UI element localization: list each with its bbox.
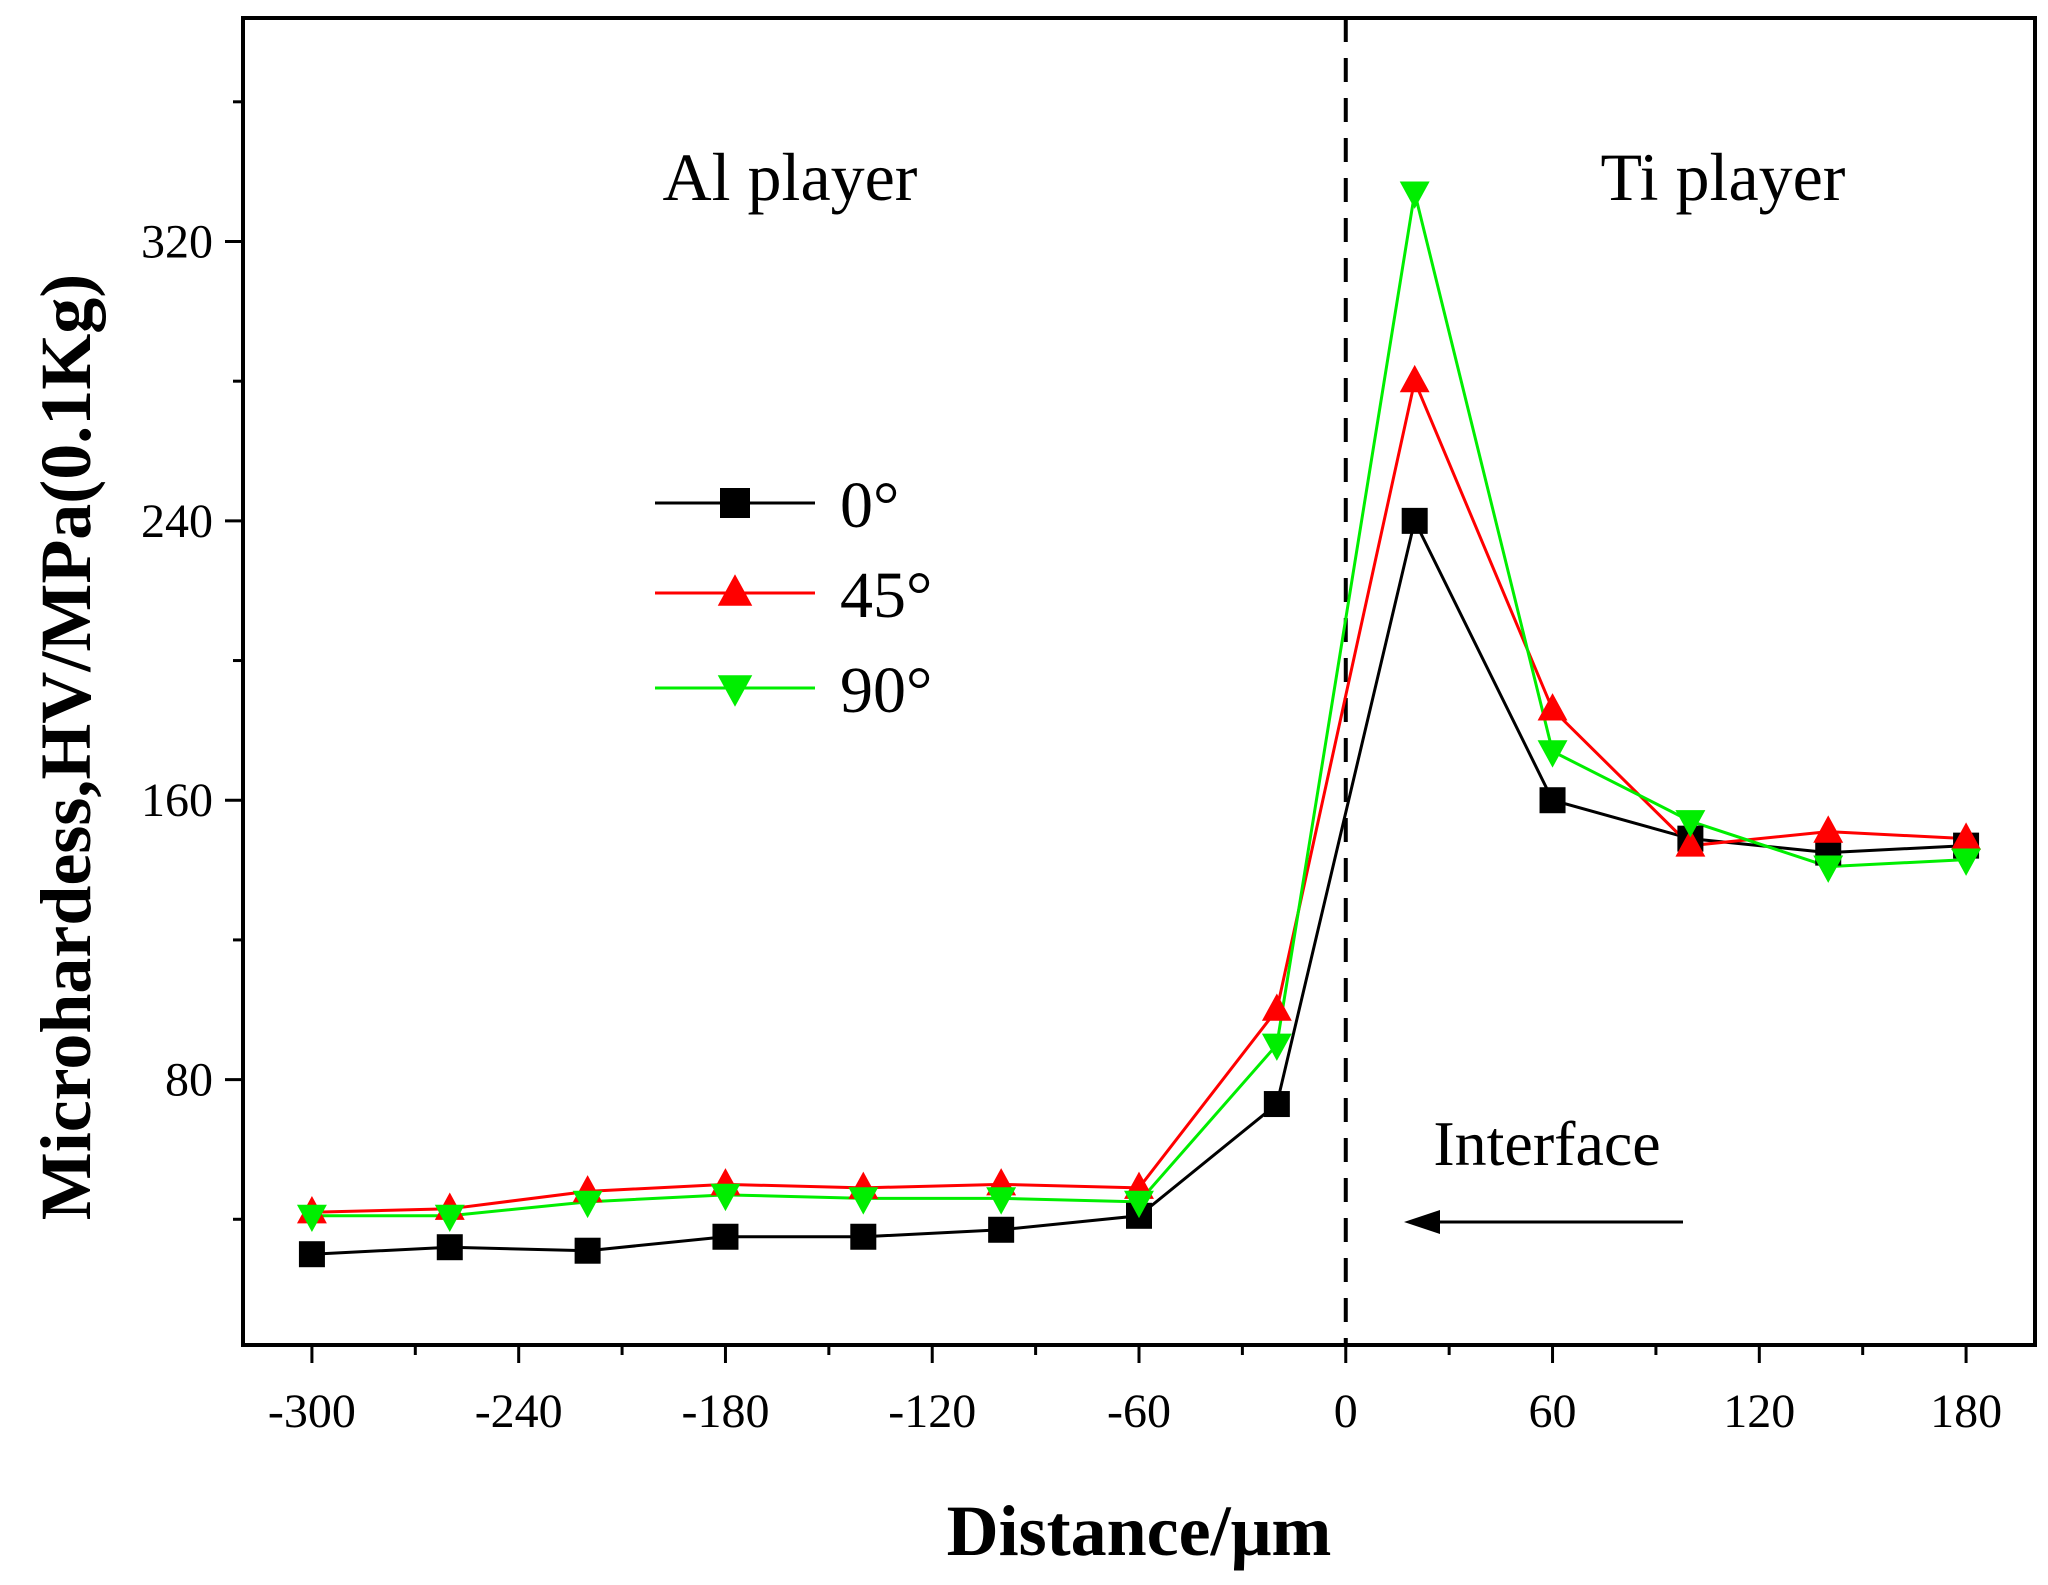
series-1-point: [1675, 829, 1706, 857]
series-0-point: [1263, 1091, 1290, 1118]
region-label-al: Al player: [663, 139, 918, 215]
series-2-point: [1399, 181, 1430, 209]
series-0-point: [850, 1223, 877, 1250]
series-2-line: [311, 192, 1967, 1218]
series-0-point: [298, 1241, 325, 1268]
series-0-point: [988, 1216, 1015, 1243]
region-label-ti: Ti player: [1601, 139, 1846, 215]
y-tick-label: 80: [165, 1054, 213, 1107]
series-1-point: [1813, 815, 1844, 843]
x-axis-ticks: -300 -240 -180 -120 -60 0 60 120 180: [268, 1345, 2002, 1438]
series-2-point: [434, 1204, 465, 1233]
x-tick-label: -240: [475, 1385, 563, 1438]
series-1-point: [1537, 693, 1568, 721]
y-tick-label: 160: [141, 774, 213, 827]
x-tick-label: 0: [1334, 1385, 1358, 1438]
series-2-point: [296, 1204, 327, 1233]
legend-label-2: 90°: [840, 654, 932, 727]
x-tick-label: -180: [681, 1385, 769, 1438]
series-0-point: [712, 1223, 739, 1250]
legend-marker-1: [717, 574, 753, 606]
y-axis-ticks: 80 160 240 320: [141, 100, 243, 1221]
series-0-point: [1401, 507, 1428, 534]
interface-annotation: Interface: [1433, 1108, 1660, 1179]
series-1-point: [1399, 364, 1430, 393]
x-tick-label: 180: [1930, 1385, 2002, 1438]
series-2-point: [572, 1190, 603, 1219]
x-axis-title: Distance/μm: [947, 1491, 1332, 1571]
y-tick-label: 320: [141, 215, 213, 268]
x-tick-label: -300: [268, 1385, 356, 1438]
series-2-point: [986, 1187, 1017, 1215]
series-0-point: [436, 1234, 463, 1261]
series-2-point: [1675, 810, 1706, 838]
x-tick-label: 60: [1529, 1385, 1577, 1438]
series-2-point: [1124, 1190, 1154, 1219]
legend: 0° 45° 90°: [655, 469, 932, 727]
series-0-point: [574, 1237, 601, 1264]
legend-marker-2: [717, 675, 753, 707]
series-2-point: [710, 1183, 741, 1212]
series-2-point: [848, 1187, 879, 1215]
series-2-point: [1261, 1033, 1292, 1061]
series-markers: [296, 181, 1982, 1268]
series-0-line: [311, 516, 1967, 1256]
series-2-point: [1951, 848, 1982, 876]
interface-arrow: [1404, 1210, 1683, 1234]
x-tick-label: -120: [888, 1385, 976, 1438]
series-lines: [311, 192, 1967, 1256]
series-1-line: [311, 376, 1967, 1214]
series-1-point: [1951, 822, 1982, 850]
legend-label-1: 45°: [840, 559, 932, 632]
x-tick-label: -60: [1107, 1385, 1171, 1438]
series-1-point: [1261, 993, 1292, 1021]
y-axis-title: Microhardess,HV/MPa(0.1Kg): [26, 274, 106, 1221]
series-2-point: [1537, 740, 1568, 768]
x-tick-label: 120: [1723, 1385, 1795, 1438]
series-2-point: [1813, 855, 1844, 883]
y-tick-label: 240: [141, 495, 213, 548]
legend-label-0: 0°: [840, 469, 899, 542]
plot-frame: [241, 16, 2037, 1347]
series-0-point: [1539, 787, 1566, 814]
legend-marker-0: [720, 488, 750, 518]
